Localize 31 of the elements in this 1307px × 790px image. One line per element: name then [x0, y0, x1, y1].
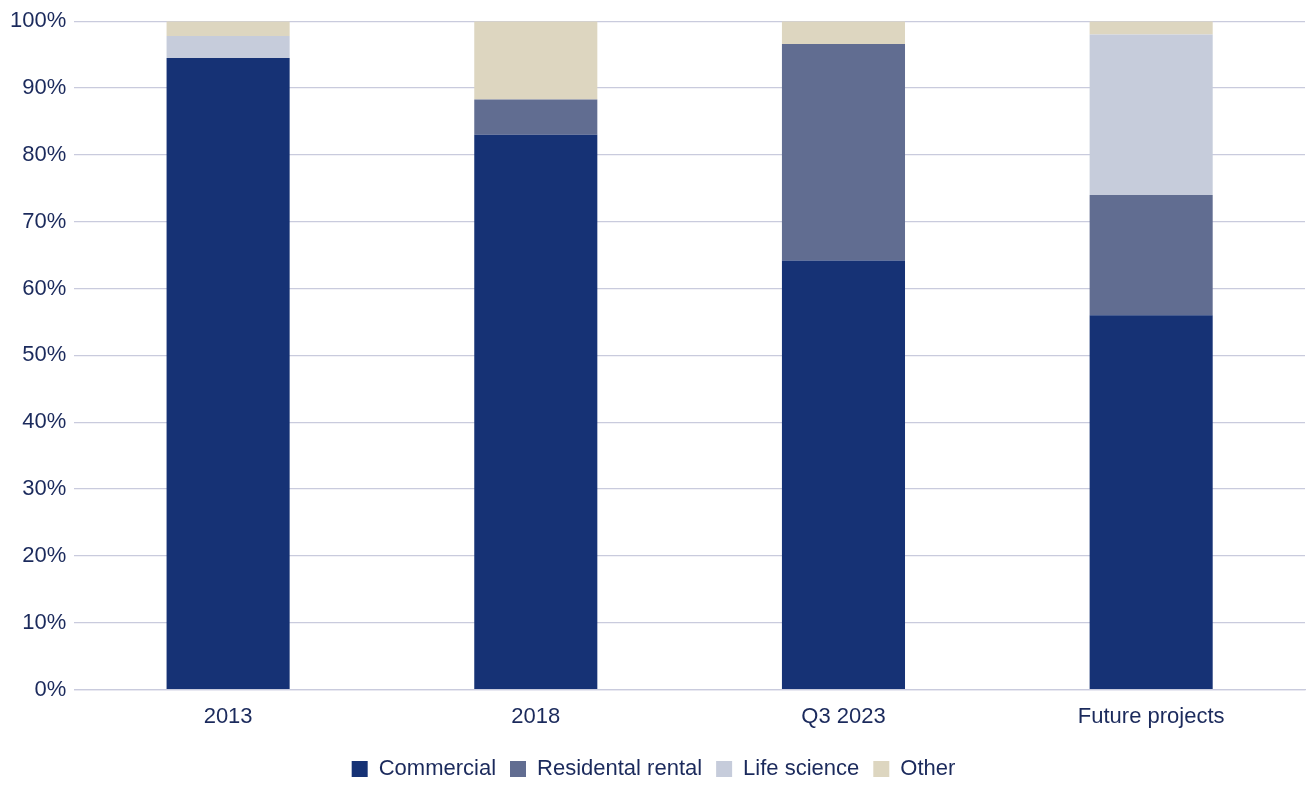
- y-tick-label: 40%: [22, 408, 67, 434]
- bar: [781, 43, 906, 261]
- bar: [1089, 21, 1213, 35]
- bar: [1089, 315, 1213, 689]
- bar: [781, 21, 906, 44]
- legend-label: Residental rental: [537, 755, 703, 781]
- x-tick-label: Q3 2023: [801, 702, 886, 728]
- legend-label: Commercial: [378, 755, 497, 781]
- x-tick-label: 2013: [203, 702, 253, 728]
- x-tick-label: 2018: [511, 702, 561, 728]
- bar: [166, 21, 290, 36]
- y-tick-label: 50%: [22, 341, 67, 367]
- bar: [474, 21, 598, 100]
- y-tick-label: 20%: [22, 541, 67, 567]
- bar: [166, 35, 290, 58]
- bar: [474, 99, 598, 135]
- y-tick-label: 60%: [22, 274, 67, 300]
- legend-label: Life science: [743, 755, 860, 781]
- y-tick-label: 0%: [34, 675, 67, 701]
- x-tick-label: Future projects: [1077, 702, 1225, 728]
- y-tick-label: 100%: [9, 7, 67, 33]
- y-tick-label: 90%: [22, 74, 67, 100]
- bar: [474, 134, 598, 689]
- y-tick-label: 80%: [22, 140, 67, 166]
- bar: [781, 260, 906, 689]
- bar: [1089, 194, 1213, 316]
- y-tick-label: 30%: [22, 475, 67, 501]
- y-tick-label: 10%: [22, 608, 67, 634]
- legend-label: Other: [900, 755, 956, 781]
- bar: [166, 57, 290, 689]
- y-tick-label: 70%: [22, 207, 67, 233]
